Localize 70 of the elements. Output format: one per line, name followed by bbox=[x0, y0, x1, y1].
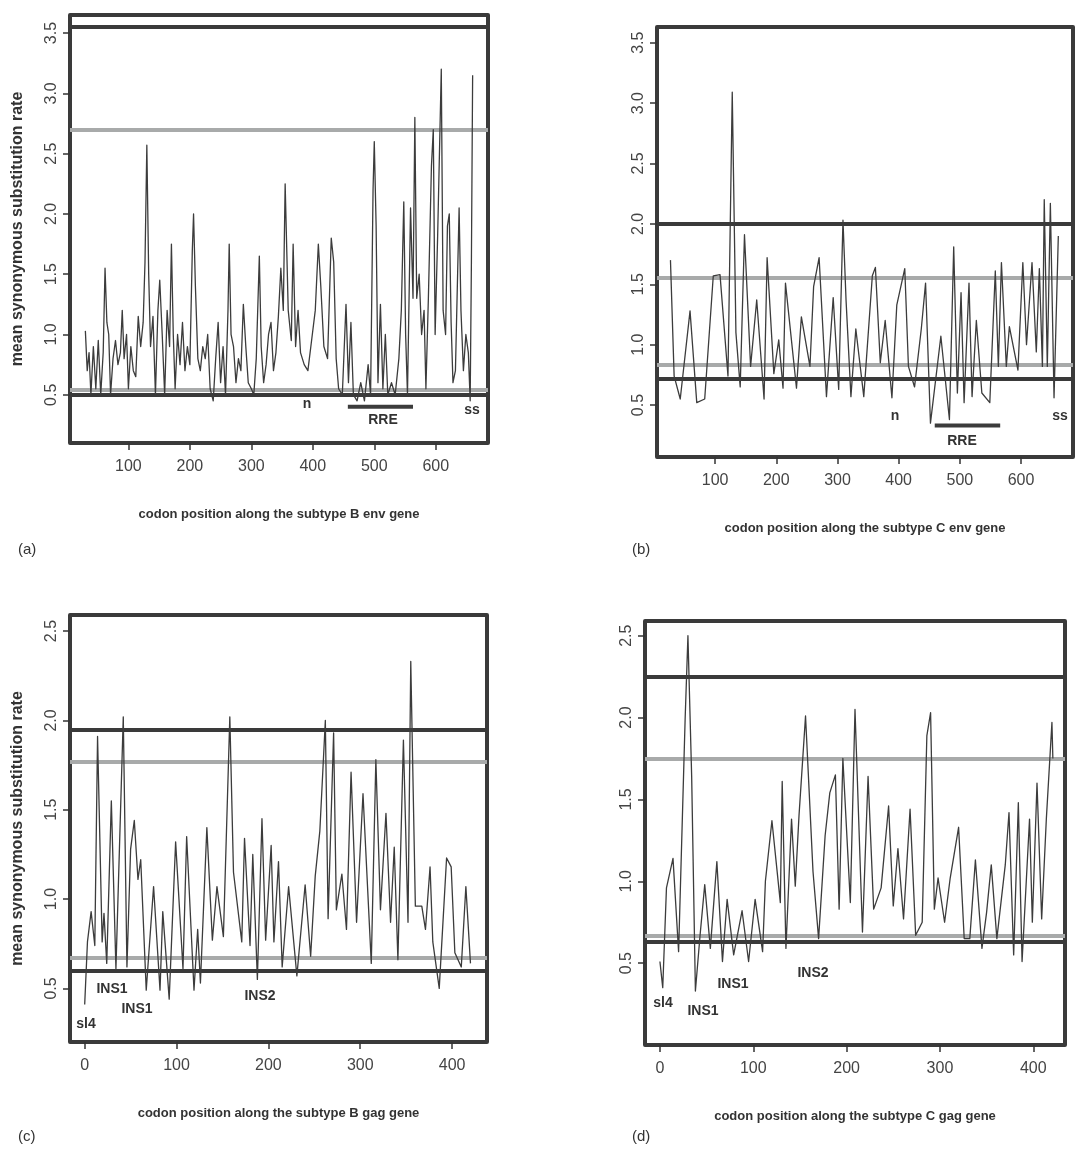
x-tick-label: 100 bbox=[739, 1058, 767, 1076]
text: (c) bbox=[18, 1126, 36, 1144]
y-tick-label: 1.0 bbox=[628, 333, 646, 356]
y-tick-label: 1.0 bbox=[616, 870, 634, 893]
y-tick-label: 3.0 bbox=[41, 82, 59, 105]
annotation: n bbox=[302, 395, 312, 411]
x-tick-label: 100 bbox=[163, 1055, 190, 1073]
annotation: sl4 bbox=[653, 994, 673, 1010]
annotation: RRE bbox=[368, 411, 398, 427]
x-tick-label: 300 bbox=[346, 1055, 374, 1073]
x-tick-label: 300 bbox=[824, 470, 851, 488]
y-tick-label: 0.5 bbox=[41, 977, 59, 1000]
annotation: INS1 bbox=[717, 975, 749, 991]
x-tick-label: 500 bbox=[360, 456, 388, 474]
x-tick-label: 600 bbox=[422, 456, 450, 474]
y-tick-label: 1.5 bbox=[616, 788, 634, 811]
y-tick-label: 2.0 bbox=[616, 706, 634, 729]
x-tick-label: 100 bbox=[701, 470, 729, 488]
y-tick-label: 2.0 bbox=[41, 202, 59, 226]
y-axis-title: mean synonymous substitution rate bbox=[7, 91, 25, 367]
annotation: INS1 bbox=[121, 1000, 153, 1016]
y-tick-label: 0.5 bbox=[628, 393, 646, 417]
y-axis-title: mean synonymous substitution rate bbox=[7, 691, 25, 966]
annotation: INS2 bbox=[244, 987, 276, 1003]
y-tick-label: 1.5 bbox=[628, 273, 646, 296]
y-tick-label: 2.5 bbox=[41, 619, 59, 643]
x-tick-label: 0 bbox=[655, 1058, 665, 1076]
annotation: INS1 bbox=[687, 1002, 719, 1018]
annotation: ss bbox=[464, 401, 480, 417]
x-axis-title: codon position along the subtype B gag gene bbox=[137, 1105, 420, 1120]
y-tick-label: 2.5 bbox=[616, 624, 634, 647]
y-tick-label: 2.5 bbox=[41, 142, 59, 165]
y-tick-label: 2.0 bbox=[41, 709, 59, 732]
x-tick-label: 400 bbox=[1019, 1058, 1047, 1076]
y-tick-label: 1.0 bbox=[41, 323, 59, 346]
x-tick-label: 300 bbox=[926, 1058, 954, 1076]
x-tick-label: 400 bbox=[438, 1055, 466, 1073]
x-axis-title: codon position along the subtype B env gene bbox=[138, 506, 420, 521]
x-tick-label: 0 bbox=[80, 1055, 90, 1073]
annotation: n bbox=[890, 407, 900, 423]
y-tick-label: 1.0 bbox=[41, 887, 59, 911]
x-tick-label: 100 bbox=[115, 456, 142, 474]
annotation: INS2 bbox=[797, 964, 829, 980]
text: (b) bbox=[632, 539, 651, 557]
x-tick-label: 200 bbox=[176, 456, 204, 474]
x-tick-label: 600 bbox=[1007, 470, 1035, 488]
x-tick-label: 300 bbox=[237, 456, 265, 474]
x-tick-label: 200 bbox=[255, 1055, 282, 1073]
x-axis-title: codon position along the subtype C env gene bbox=[724, 520, 1006, 535]
x-tick-label: 200 bbox=[762, 470, 790, 488]
text: (d) bbox=[632, 1126, 651, 1144]
y-tick-label: 3.0 bbox=[628, 91, 646, 115]
x-tick-label: 400 bbox=[885, 470, 913, 488]
annotation: sl4 bbox=[76, 1015, 96, 1031]
y-tick-label: 0.5 bbox=[616, 951, 634, 975]
x-tick-label: 500 bbox=[946, 470, 974, 488]
text: (a) bbox=[18, 539, 37, 557]
x-tick-label: 200 bbox=[833, 1058, 861, 1076]
y-tick-label: 3.5 bbox=[41, 21, 59, 45]
y-tick-label: 3.5 bbox=[628, 31, 646, 54]
x-tick-label: 400 bbox=[299, 456, 327, 474]
y-tick-label: 1.5 bbox=[41, 798, 59, 821]
y-tick-label: 2.0 bbox=[628, 212, 646, 236]
x-axis-title: codon position along the subtype C gag gene bbox=[714, 1108, 996, 1123]
annotation: INS1 bbox=[96, 980, 128, 996]
y-tick-label: 1.5 bbox=[41, 262, 59, 286]
y-tick-label: 2.5 bbox=[628, 152, 646, 175]
annotation: RRE bbox=[947, 432, 977, 448]
y-tick-label: 0.5 bbox=[41, 383, 59, 406]
annotation: ss bbox=[1052, 407, 1068, 423]
